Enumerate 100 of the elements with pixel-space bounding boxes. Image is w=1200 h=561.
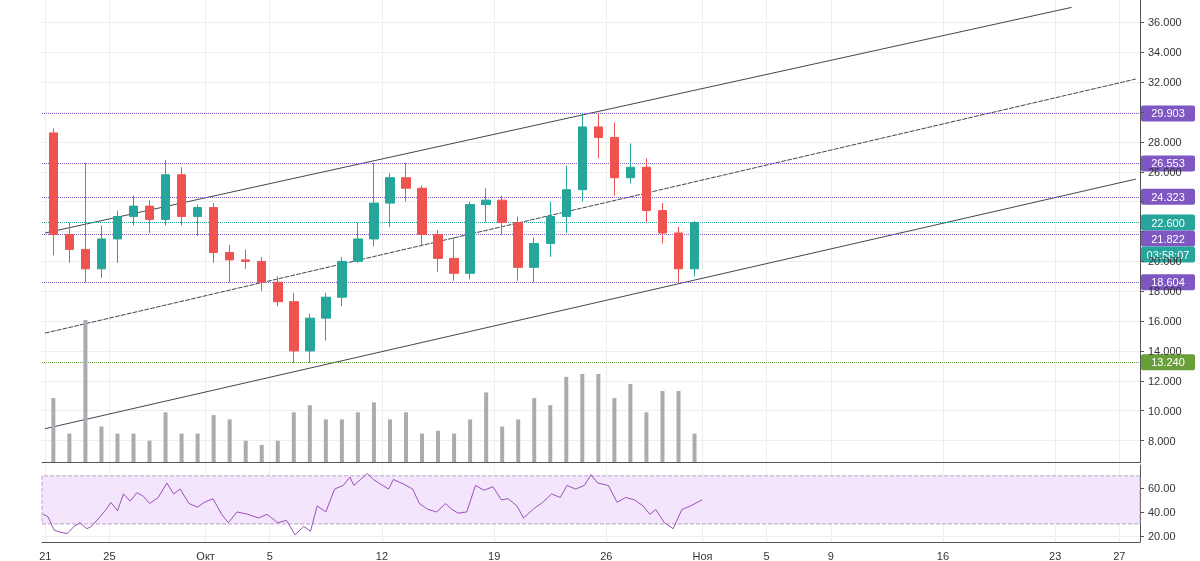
y-tick-label: 28.000 (1148, 135, 1182, 148)
bar (163, 412, 168, 462)
candlestick (626, 142, 635, 185)
candlestick (81, 162, 90, 283)
bar (83, 320, 88, 462)
candlestick (289, 292, 299, 364)
bar (323, 419, 328, 462)
bar (676, 391, 681, 462)
bar (179, 433, 184, 462)
x-tick-label: 19 (488, 549, 501, 561)
x-tick-label: 12 (375, 549, 389, 561)
bar (580, 373, 585, 462)
bar (355, 412, 360, 462)
bar (387, 419, 392, 462)
bar (115, 433, 120, 462)
bar (436, 430, 441, 462)
candlestick (529, 236, 539, 283)
bar (307, 405, 312, 462)
x-tick-label: Окт (196, 549, 215, 561)
candlestick (642, 157, 651, 224)
bar (339, 419, 344, 462)
bar (612, 398, 617, 462)
bar (99, 426, 104, 462)
candlestick (433, 229, 443, 273)
candlestick (417, 184, 427, 247)
candlestick (241, 248, 250, 270)
bar (548, 405, 553, 462)
bar (500, 426, 505, 462)
bar (211, 415, 216, 462)
bar (532, 398, 537, 462)
candlestick (449, 236, 459, 282)
y-tick-label: 36.000 (1148, 16, 1182, 29)
y-tick-label: 8.000 (1148, 434, 1176, 447)
y-tick-label: 16.000 (1148, 315, 1182, 328)
ref-line-label: 26.553 (1151, 157, 1185, 170)
x-tick-label: 23 (1049, 549, 1062, 561)
ref-line-label: 29.903 (1151, 107, 1185, 120)
candlestick (209, 202, 218, 264)
bar (291, 412, 296, 462)
candlestick (257, 256, 266, 292)
candlestick (513, 216, 523, 282)
candlestick (145, 199, 154, 234)
candlestick (225, 244, 234, 283)
candlestick (674, 226, 683, 283)
bar (596, 373, 601, 462)
candlestick (497, 195, 507, 235)
bar (259, 444, 264, 462)
y-tick-label: 20.00 (1148, 529, 1176, 542)
candlestick (578, 113, 587, 203)
bar (420, 433, 425, 462)
x-tick-label: 9 (827, 549, 834, 561)
x-tick-label: 16 (936, 549, 950, 561)
x-tick-label: 5 (266, 549, 273, 561)
bar (147, 440, 152, 462)
candlestick (353, 222, 363, 264)
candlestick (658, 202, 667, 244)
x-tick-label: 21 (39, 549, 52, 561)
y-tick-label: 40.00 (1148, 505, 1176, 518)
y-tick-label: 32.000 (1148, 76, 1182, 89)
x-tick-label: 25 (103, 549, 116, 561)
candlestick (49, 127, 58, 256)
y-tick-label: 12.000 (1148, 374, 1182, 387)
bar (131, 433, 136, 462)
candlestick (321, 292, 331, 342)
bar (644, 412, 649, 462)
candlestick (177, 166, 186, 227)
y-tick-label: 34.000 (1148, 46, 1182, 59)
bar (67, 433, 72, 462)
candlestick (401, 162, 411, 203)
bar (628, 383, 633, 462)
ref-line-label: 24.323 (1151, 190, 1185, 203)
bar (564, 376, 569, 462)
candlestick (337, 256, 347, 307)
candlestick (610, 121, 619, 197)
ref-line-label: 13.240 (1151, 356, 1185, 369)
bar (243, 440, 248, 462)
ref-line-label: 22.600 (1151, 216, 1185, 229)
candlestick (65, 222, 74, 264)
y-tick-label: 60.00 (1148, 481, 1176, 494)
bar (51, 398, 56, 462)
candlestick (594, 113, 603, 159)
bar (692, 433, 697, 462)
candlestick (305, 313, 315, 364)
x-tick-label: 26 (600, 549, 613, 561)
bar (275, 440, 280, 462)
y-tick-label: 14.000 (1148, 344, 1182, 357)
bar (227, 419, 232, 462)
candlestick (97, 225, 106, 279)
bar (452, 433, 457, 462)
bar (371, 402, 376, 462)
candlestick (273, 275, 283, 307)
ref-line-label: 18.604 (1151, 276, 1185, 289)
x-tick-label: 5 (763, 549, 770, 561)
bar (468, 419, 473, 462)
bar (516, 419, 521, 462)
x-tick-label: 27 (1113, 549, 1126, 561)
bar (484, 392, 489, 462)
y-tick-label: 10.000 (1148, 404, 1182, 417)
ref-line-label: 21.822 (1151, 232, 1185, 245)
x-tick-label: Ноя (692, 549, 713, 561)
